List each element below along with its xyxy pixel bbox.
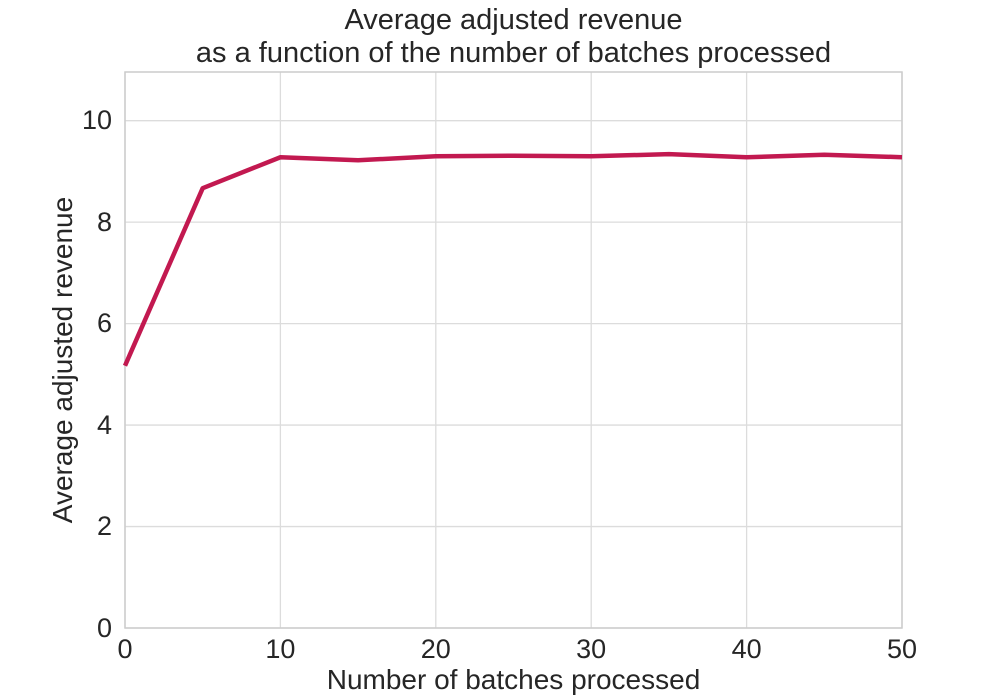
x-tick-label: 20 [420,634,451,664]
chart-title: Average adjusted revenue as a function o… [125,4,902,70]
y-tick-label: 10 [81,105,112,136]
x-tick-label: 50 [886,634,918,664]
y-tick-label: 0 [96,612,112,643]
axes-spines [124,71,903,629]
y-tick-label: 8 [96,206,112,237]
y-tick-label: 4 [96,409,112,440]
x-tick-label: 10 [265,634,296,664]
x-tick-label: 30 [576,634,607,664]
revenue-line-series [122,151,903,367]
y-tick-label: 6 [96,308,112,339]
y-axis-label: Average adjusted revenue [47,196,78,524]
chart-title-line-1: Average adjusted revenue [344,4,683,36]
x-axis-label: Number of batches processed [326,664,701,695]
y-tick-label: 2 [96,511,112,542]
chart-title-line-2: as a function of the number of batches p… [195,37,832,69]
x-tick-label: 40 [731,634,762,664]
x-tick-label: 0 [117,634,133,664]
